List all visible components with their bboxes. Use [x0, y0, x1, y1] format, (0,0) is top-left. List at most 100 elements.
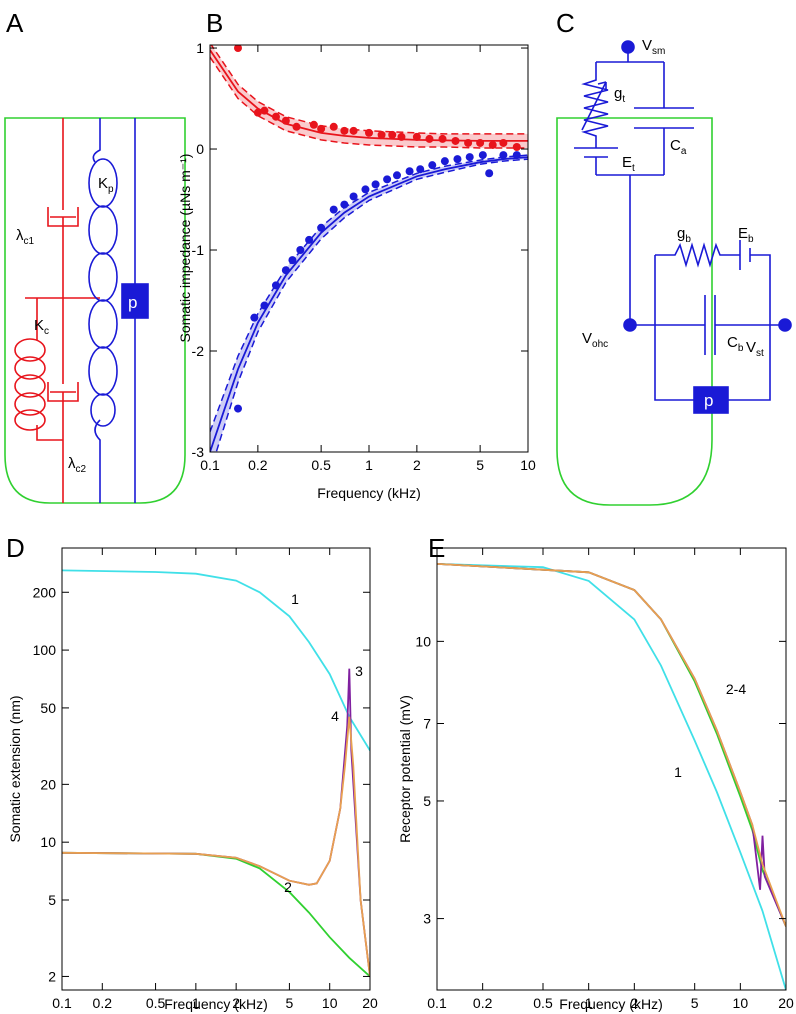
annotation: 3: [355, 663, 363, 679]
plot-area: [210, 45, 528, 452]
cell-outline: [556, 117, 713, 506]
y-tick-label: 3: [423, 911, 431, 927]
x-axis-label: Frequency (kHz): [164, 996, 267, 1012]
data-point: [397, 132, 406, 141]
diagram-label: Vohc: [582, 330, 608, 350]
plot-frame: [436, 547, 787, 991]
y-tick-label: 2: [48, 968, 56, 984]
panel-label: A: [6, 8, 24, 38]
x-tick-label: 0.1: [200, 457, 220, 473]
data-point: [250, 313, 259, 322]
label-main: λ: [16, 227, 24, 244]
diagram-label: λc1: [16, 227, 35, 247]
data-point: [438, 134, 447, 143]
data-point: [365, 128, 373, 137]
y-axis-label: Somatic extension (nm): [7, 695, 23, 842]
y-axis-label: Somatic impedance (µNs m⁻¹): [177, 154, 193, 343]
x-tick-label: 2: [413, 457, 421, 473]
diagram-label: Cb: [727, 334, 744, 354]
y-tick-label: 100: [33, 642, 57, 658]
panel-label: C: [556, 8, 575, 38]
x-tick-label: 10: [520, 457, 536, 473]
y-tick-label: 10: [415, 633, 431, 649]
data-point: [499, 151, 508, 160]
data-point: [340, 126, 349, 135]
x-tick-label: 5: [286, 995, 294, 1011]
data-point: [317, 223, 326, 232]
data-point: [309, 120, 318, 129]
diagram-label: Et: [622, 154, 635, 174]
y-tick-label: -1: [192, 242, 205, 258]
data-point: [281, 116, 290, 125]
annotation: 1: [674, 764, 682, 780]
diagram-label: gb: [677, 225, 691, 245]
data-point: [340, 200, 349, 209]
data-point: [271, 112, 280, 121]
label-sub: b: [748, 234, 754, 245]
blue-element: [88, 118, 149, 503]
data-point: [412, 132, 421, 141]
diagram-label: Kp: [98, 175, 114, 195]
y-tick-label: 5: [48, 892, 56, 908]
series-line: [210, 156, 528, 452]
diagram-a: [4, 117, 186, 504]
diagram-label: Eb: [738, 225, 754, 245]
x-tick-label: 2: [630, 995, 638, 1011]
red-element: [14, 118, 100, 503]
y-tick-label: 5: [423, 793, 431, 809]
label-main: C: [727, 334, 738, 351]
annotation: 4: [331, 708, 339, 724]
label-main: V: [642, 37, 652, 54]
cell-outline: [4, 117, 186, 504]
label-main: λ: [68, 455, 76, 472]
data-point: [329, 122, 338, 131]
label-main: g: [614, 85, 622, 102]
label-sub: c1: [24, 236, 35, 247]
data-point: [371, 180, 380, 189]
y-tick-label: 0: [196, 141, 204, 157]
x-tick-label: 20: [362, 995, 378, 1011]
label-main: K: [98, 175, 108, 192]
data-point: [361, 185, 370, 194]
diagram-label: Vsm: [642, 37, 665, 57]
x-tick-label: 1: [192, 995, 200, 1011]
y-tick-label: 7: [423, 715, 431, 731]
series-line: [62, 569, 370, 751]
annotation: 1: [291, 591, 299, 607]
data-point: [260, 106, 269, 115]
label-sub: b: [738, 343, 744, 354]
x-tick-label: 0.5: [533, 995, 553, 1011]
data-point: [233, 45, 242, 53]
x-tick-label: 1: [585, 995, 593, 1011]
annotation: 2-4: [726, 681, 746, 697]
label-main: p: [128, 293, 137, 312]
x-tick-label: 0.5: [311, 457, 331, 473]
band-upper: [210, 154, 528, 433]
data-point: [488, 140, 497, 149]
data-point: [440, 157, 449, 166]
y-tick-label: 20: [40, 776, 56, 792]
x-tick-label: 0.5: [146, 995, 166, 1011]
data-point: [305, 235, 314, 244]
x-axis-label: Frequency (kHz): [317, 485, 420, 501]
plot-frame: [61, 547, 371, 991]
x-tick-label: 0.2: [473, 995, 493, 1011]
series-line: [62, 716, 370, 977]
y-axis-label: Receptor potential (mV): [397, 695, 413, 843]
x-tick-label: 5: [476, 457, 484, 473]
label-main: C: [670, 137, 681, 154]
x-tick-label: 0.1: [52, 995, 72, 1011]
data-point: [388, 130, 397, 139]
band-lower: [215, 158, 528, 452]
data-point: [296, 246, 305, 255]
label-main: E: [622, 154, 632, 171]
data-point: [253, 108, 262, 117]
data-point: [453, 155, 462, 164]
band-upper: [210, 45, 528, 135]
data-point: [233, 404, 242, 413]
label-sub: p: [108, 184, 114, 195]
series-line: [437, 563, 786, 927]
data-point: [478, 151, 487, 160]
data-point: [392, 171, 401, 180]
